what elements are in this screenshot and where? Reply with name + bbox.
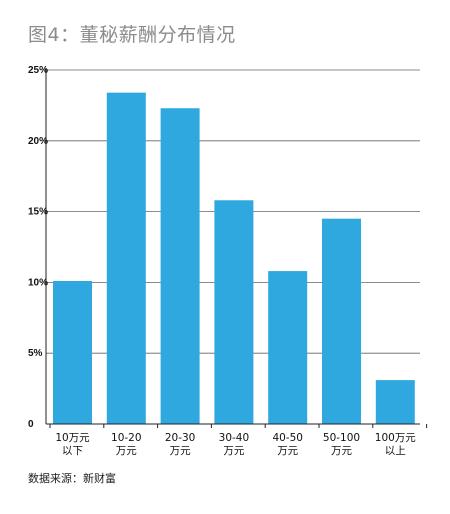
- x-category-label: 以上: [385, 445, 406, 457]
- x-category-label: 40-50: [272, 432, 303, 444]
- x-category-label: 万元: [116, 445, 137, 457]
- bar: [214, 200, 254, 424]
- chart-title: 图4：董秘薪酬分布情况: [28, 24, 236, 46]
- x-category-label: 10万元: [55, 432, 90, 444]
- bar: [106, 92, 146, 424]
- y-tick-label: 25%: [28, 65, 48, 76]
- bar: [53, 280, 92, 424]
- y-tick-label: 5%: [28, 348, 43, 359]
- y-tick-label: 10%: [28, 277, 48, 288]
- bar: [268, 271, 308, 424]
- x-category-label: 万元: [170, 445, 191, 457]
- bar: [160, 108, 200, 425]
- x-category-label: 10-20: [111, 432, 142, 444]
- data-source-note: 数据来源：新财富: [28, 472, 116, 485]
- x-category-label: 100万元: [375, 432, 417, 444]
- y-tick-label: 0: [28, 419, 34, 430]
- x-category-label: 30-40: [219, 432, 250, 444]
- x-category-label: 以下: [62, 445, 83, 457]
- bar-chart: 05%10%15%20%25%10万元以下10-20万元20-30万元30-40…: [28, 65, 428, 457]
- x-category-label: 万元: [331, 445, 352, 457]
- bar: [375, 380, 415, 424]
- y-tick-label: 20%: [28, 136, 48, 147]
- x-category-label: 50-100: [323, 432, 360, 444]
- x-category-label: 20-30: [165, 432, 196, 444]
- y-tick-label: 15%: [28, 207, 48, 218]
- x-category-label: 万元: [277, 445, 298, 457]
- x-category-label: 万元: [223, 445, 244, 457]
- bar: [322, 218, 361, 424]
